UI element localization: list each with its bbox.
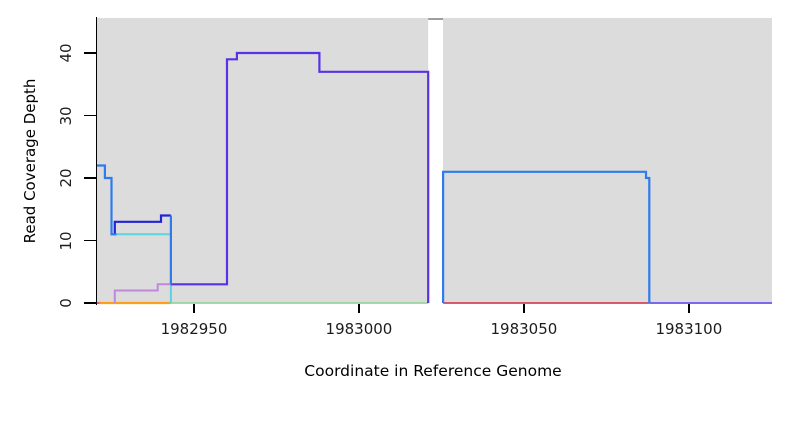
y-tick-label: 40	[57, 43, 75, 63]
unique-bottom-orchid	[113, 283, 171, 303]
legend: unique totalunique topunique bottomrepea…	[0, 396, 792, 424]
no-data-gap	[428, 20, 443, 304]
coverage-lines-svg	[97, 18, 772, 305]
x-tick	[523, 304, 525, 313]
y-tick-label: 10	[57, 230, 75, 251]
unique-total-darkblue	[113, 214, 171, 235]
y-axis-title: Read Coverage Depth	[21, 78, 39, 244]
y-tick	[84, 52, 97, 54]
total-eq-top-dodger-left	[97, 164, 117, 236]
x-axis-title: Coordinate in Reference Genome	[304, 362, 562, 380]
x-tick-label: 1983000	[325, 320, 393, 338]
y-tick-label: 30	[57, 105, 75, 126]
total-eq-top-dodger-right	[442, 170, 651, 303]
no-data-gap-cap	[428, 18, 443, 20]
y-axis-line	[96, 17, 98, 305]
unique-top-cyan	[111, 233, 172, 303]
x-tick-label: 1982950	[160, 320, 228, 338]
x-tick	[688, 304, 690, 313]
y-tick	[84, 302, 97, 304]
x-tick-label: 1983050	[490, 320, 558, 338]
y-tick	[84, 114, 97, 117]
y-tick-label: 20	[57, 168, 75, 188]
y-tick	[84, 177, 97, 179]
total-eq-bottom-violet	[170, 51, 430, 303]
y-tick-label: 0	[57, 298, 75, 308]
x-tick	[193, 304, 195, 313]
y-tick	[84, 239, 97, 242]
x-tick	[358, 304, 360, 313]
x-tick-label: 1983100	[655, 320, 723, 338]
